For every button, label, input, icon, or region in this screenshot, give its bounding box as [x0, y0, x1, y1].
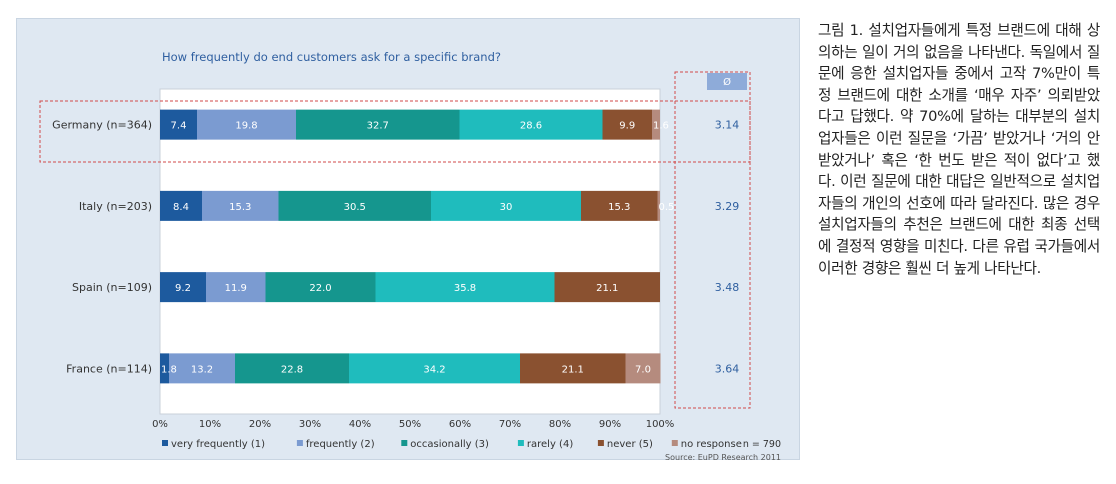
bar-segment — [160, 353, 169, 384]
bar-segment — [169, 353, 235, 384]
legend-swatch — [162, 440, 168, 446]
chart-figure: 3.14 3.29 3.48 3.64 Ø very frequently (1) fre… — [16, 18, 800, 461]
data-label: 22.8 — [281, 364, 303, 375]
bar-segment — [657, 190, 660, 221]
data-label: 34.2 — [423, 364, 445, 375]
data-label: 22.0 — [309, 283, 331, 294]
data-label: 9.9 — [619, 121, 635, 132]
bar-segment — [265, 272, 376, 303]
legend-label: no response — [681, 439, 742, 450]
data-label: 35.8 — [454, 283, 476, 294]
data-label: 30.5 — [344, 202, 366, 213]
x-tick-label: 80% — [549, 419, 571, 430]
data-label: 28.6 — [520, 121, 542, 132]
category-label: Germany (n=364) — [52, 119, 152, 132]
source-note: Source: EuPD Research 2011 — [665, 453, 781, 461]
x-tick-label: 10% — [199, 419, 221, 430]
category-label: Spain (n=109) — [72, 281, 152, 294]
bar-segment — [349, 353, 520, 384]
legend-swatch — [671, 440, 678, 446]
bar-segment — [375, 272, 555, 303]
x-tick-label: 30% — [299, 419, 321, 430]
sample-size: n = 790 — [743, 439, 781, 450]
legend-label: very frequently (1) — [171, 439, 265, 450]
stacked-bar-chart: 3.14 3.29 3.48 3.64 Ø very frequently (1) fre… — [39, 50, 781, 461]
x-tick-label: 0% — [152, 419, 168, 430]
bar-segment — [278, 190, 431, 221]
average-value: 3.29 — [715, 200, 740, 213]
legend-swatch — [296, 440, 303, 446]
data-label: 1.6 — [653, 121, 669, 132]
chart-text: How frequently do end customers ask for … — [52, 50, 674, 430]
data-label: 15.3 — [608, 202, 630, 213]
legend-label: frequently (2) — [306, 439, 375, 450]
average-value: 3.64 — [715, 362, 740, 375]
bar-segment — [652, 109, 660, 140]
data-label: 11.9 — [225, 283, 247, 294]
bar-segment — [431, 190, 581, 221]
bar-segment — [160, 109, 197, 140]
data-label: 8.4 — [173, 202, 189, 213]
data-label: 21.1 — [562, 364, 584, 375]
average-column: 3.14 3.29 3.48 3.64 Ø — [39, 71, 751, 409]
bar-segment — [197, 109, 296, 140]
x-tick-label: 90% — [599, 419, 621, 430]
figure-caption: 그림 1. 설치업자들에게 특정 브랜드에 대해 상의하는 일이 거의 없음을 … — [818, 22, 1100, 277]
data-label: 7.4 — [171, 121, 187, 132]
chart-title: How frequently do end customers ask for … — [162, 50, 501, 64]
bar-segment — [581, 190, 658, 221]
bar-segment — [160, 190, 202, 221]
bar-segment — [554, 272, 660, 303]
bar-segment — [235, 353, 349, 384]
legend-swatch — [597, 440, 604, 446]
category-label: France (n=114) — [66, 362, 152, 375]
data-label: 32.7 — [367, 121, 389, 132]
bar-segment — [206, 272, 266, 303]
legend: very frequently (1) frequently (2) occasio… — [162, 439, 781, 461]
bar-segment — [625, 353, 661, 384]
legend-label: never (5) — [607, 439, 653, 450]
bar-segment — [459, 109, 603, 140]
x-tick-label: 20% — [249, 419, 271, 430]
bar-segment — [160, 272, 206, 303]
data-label: 30 — [500, 202, 513, 213]
data-label: 15.3 — [229, 202, 251, 213]
average-header: Ø — [723, 76, 731, 88]
legend-swatch — [517, 440, 524, 446]
x-tick-label: 50% — [399, 419, 421, 430]
x-tick-label: 70% — [499, 419, 521, 430]
x-tick-label: 60% — [449, 419, 471, 430]
plot-area — [159, 88, 661, 415]
data-label: 19.8 — [235, 121, 257, 132]
average-value: 3.14 — [715, 119, 740, 132]
data-label: 0.5 — [659, 202, 675, 213]
data-label: 21.1 — [596, 283, 618, 294]
highlight-average-box — [674, 71, 751, 409]
legend-swatch — [401, 440, 408, 446]
average-value: 3.48 — [715, 281, 740, 294]
bar-segment — [520, 353, 626, 384]
x-tick-label: 100% — [646, 419, 675, 430]
data-label: 7.0 — [635, 364, 651, 375]
bar-segment — [296, 109, 460, 140]
x-tick-label: 40% — [349, 419, 371, 430]
average-header-box — [707, 73, 747, 90]
legend-label: occasionally (3) — [410, 439, 489, 450]
highlight-germany-box — [39, 100, 751, 163]
data-label: 9.2 — [175, 283, 191, 294]
bar-segment — [602, 109, 652, 140]
category-label: Italy (n=203) — [79, 200, 152, 213]
data-label: 13.2 — [191, 364, 213, 375]
data-label: 1.8 — [161, 364, 177, 375]
bar-segment — [202, 190, 279, 221]
legend-label: rarely (4) — [527, 439, 573, 450]
